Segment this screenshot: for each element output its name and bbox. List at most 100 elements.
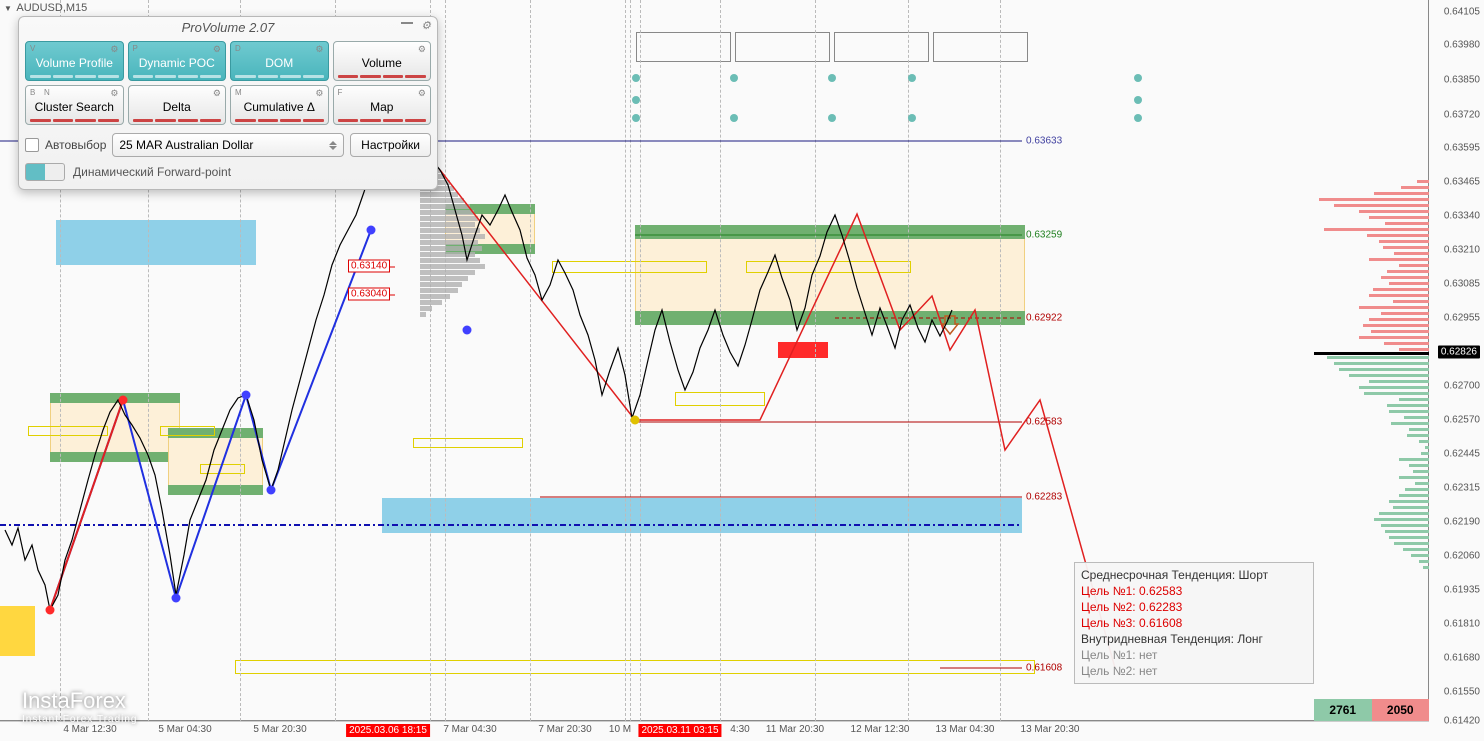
price-tick: 0.62955 bbox=[1444, 313, 1480, 324]
price-tick: 0.61810 bbox=[1444, 619, 1480, 630]
price-tick: 0.62700 bbox=[1444, 381, 1480, 392]
trend-row: Цель №1: нет bbox=[1081, 647, 1307, 663]
provolume-mode-button[interactable]: D⚙DOM bbox=[230, 41, 329, 81]
trend-row: Внутридневная Тенденция: Лонг bbox=[1081, 631, 1307, 647]
symbol-text: AUDUSD,M15 bbox=[16, 2, 87, 14]
time-tick: 5 Mar 20:30 bbox=[253, 724, 306, 735]
dropdown-triangle-icon[interactable]: ▼ bbox=[4, 4, 12, 13]
swing-dot bbox=[172, 594, 181, 603]
gear-icon[interactable]: ⚙ bbox=[110, 88, 118, 99]
gear-icon[interactable]: ⚙ bbox=[110, 44, 118, 55]
price-zone bbox=[235, 660, 1035, 674]
provolume-mode-button[interactable]: F⚙Map bbox=[333, 85, 432, 125]
button-label: Volume bbox=[362, 56, 402, 70]
time-tick: 13 Mar 20:30 bbox=[1021, 724, 1080, 735]
price-tick: 0.61935 bbox=[1444, 585, 1480, 596]
price-tick: 0.63720 bbox=[1444, 110, 1480, 121]
marker-dot bbox=[730, 74, 738, 82]
minimize-icon[interactable] bbox=[401, 22, 413, 24]
gear-icon[interactable]: ⚙ bbox=[213, 44, 221, 55]
provolume-mode-button[interactable]: V⚙Volume Profile bbox=[25, 41, 124, 81]
autoselect-label: Автовыбор bbox=[45, 138, 106, 152]
swing-dot bbox=[46, 606, 55, 615]
price-tick: 0.62570 bbox=[1444, 415, 1480, 426]
provolume-mode-button[interactable]: M⚙Cumulative Δ bbox=[230, 85, 329, 125]
button-label: Cumulative Δ bbox=[244, 100, 315, 114]
level-label: 0.62283 bbox=[1026, 492, 1062, 503]
trend-row: Цель №3: 0.61608 bbox=[1081, 615, 1307, 631]
price-zone bbox=[28, 426, 108, 436]
button-label: Volume Profile bbox=[36, 56, 113, 70]
forward-point-toggle[interactable] bbox=[25, 163, 65, 181]
price-zone bbox=[56, 220, 256, 265]
price-zone bbox=[0, 606, 35, 656]
trend-row: Цель №1: 0.62583 bbox=[1081, 583, 1307, 599]
time-tick: 5 Mar 04:30 bbox=[158, 724, 211, 735]
marker-dot bbox=[632, 74, 640, 82]
price-tick: 0.62445 bbox=[1444, 449, 1480, 460]
trend-row: Цель №2: нет bbox=[1081, 663, 1307, 679]
swing-dot bbox=[242, 391, 251, 400]
time-tick: 2025.03.11 03:15 bbox=[638, 724, 721, 737]
time-tick: 13 Mar 04:30 bbox=[936, 724, 995, 735]
swing-dot bbox=[367, 226, 376, 235]
level-label: 0.62922 bbox=[1026, 313, 1062, 324]
price-tick: 0.63465 bbox=[1444, 177, 1480, 188]
price-zone bbox=[834, 32, 929, 62]
price-zone bbox=[933, 32, 1028, 62]
spinner-icon[interactable] bbox=[329, 141, 337, 150]
price-zone bbox=[168, 432, 263, 490]
price-zone bbox=[50, 393, 180, 403]
time-tick: 4 Mar 12:30 bbox=[63, 724, 116, 735]
price-tick: 0.63850 bbox=[1444, 75, 1480, 86]
marker-dot bbox=[1134, 96, 1142, 104]
provolume-title: ProVolume 2.07 bbox=[182, 20, 275, 35]
provolume-panel[interactable]: ProVolume 2.07 ⚙ V⚙Volume ProfileP⚙Dynam… bbox=[18, 16, 438, 190]
trend-row: Среднесрочная Тенденция: Шорт bbox=[1081, 567, 1307, 583]
provolume-mode-button[interactable]: ⚙ Volume bbox=[333, 41, 432, 81]
provolume-button-grid: V⚙Volume ProfileP⚙Dynamic POCD⚙DOM⚙Volum… bbox=[19, 37, 437, 127]
swing-dot bbox=[267, 486, 276, 495]
price-tick: 0.61680 bbox=[1444, 653, 1480, 664]
chart-root: ▼ AUDUSD,M15 0.641050.639800.638500.6372… bbox=[0, 0, 1484, 741]
button-label: Delta bbox=[163, 100, 191, 114]
provolume-instrument-row: Автовыбор 25 MAR Australian Dollar Настр… bbox=[19, 127, 437, 163]
time-tick: 7 Mar 20:30 bbox=[538, 724, 591, 735]
provolume-mode-button[interactable]: BN⚙Cluster Search bbox=[25, 85, 124, 125]
provolume-titlebar[interactable]: ProVolume 2.07 ⚙ bbox=[19, 17, 437, 37]
button-label: Map bbox=[370, 100, 393, 114]
button-label: Cluster Search bbox=[35, 100, 114, 114]
price-tick: 0.62826 bbox=[1438, 346, 1480, 359]
level-label: 0.63633 bbox=[1026, 136, 1062, 147]
autoselect-checkbox[interactable] bbox=[25, 138, 39, 152]
panel-gear-icon[interactable]: ⚙ bbox=[421, 19, 431, 32]
gear-icon[interactable]: ⚙ bbox=[213, 88, 221, 99]
trend-info-box: Среднесрочная Тенденция: ШортЦель №1: 0.… bbox=[1074, 562, 1314, 684]
level-label: 0.61608 bbox=[1026, 663, 1062, 674]
time-tick: 7 Mar 04:30 bbox=[443, 724, 496, 735]
gear-icon[interactable]: ⚙ bbox=[418, 88, 426, 99]
gear-icon[interactable]: ⚙ bbox=[315, 44, 323, 55]
instrument-value: 25 MAR Australian Dollar bbox=[119, 138, 253, 152]
provolume-mode-button[interactable]: ⚙ Delta bbox=[128, 85, 227, 125]
vp-bid-total: 2761 bbox=[1314, 699, 1372, 721]
price-zone bbox=[635, 233, 1025, 315]
instrument-select[interactable]: 25 MAR Australian Dollar bbox=[112, 133, 344, 157]
price-tick: 0.63340 bbox=[1444, 211, 1480, 222]
gear-icon[interactable]: ⚙ bbox=[418, 44, 426, 55]
marker-dot bbox=[632, 114, 640, 122]
price-tick: 0.61420 bbox=[1444, 716, 1480, 727]
price-tick: 0.62060 bbox=[1444, 551, 1480, 562]
settings-button[interactable]: Настройки bbox=[350, 133, 431, 157]
price-zone bbox=[778, 342, 828, 358]
marker-dot bbox=[1134, 74, 1142, 82]
price-tick: 0.62190 bbox=[1444, 517, 1480, 528]
vp-ask-total: 2050 bbox=[1372, 699, 1430, 721]
symbol-label: ▼ AUDUSD,M15 bbox=[4, 2, 87, 14]
gear-icon[interactable]: ⚙ bbox=[315, 88, 323, 99]
price-zone bbox=[168, 485, 263, 495]
button-label: DOM bbox=[265, 56, 293, 70]
time-tick: 4:30 bbox=[730, 724, 749, 735]
provolume-mode-button[interactable]: P⚙Dynamic POC bbox=[128, 41, 227, 81]
marker-dot bbox=[730, 114, 738, 122]
